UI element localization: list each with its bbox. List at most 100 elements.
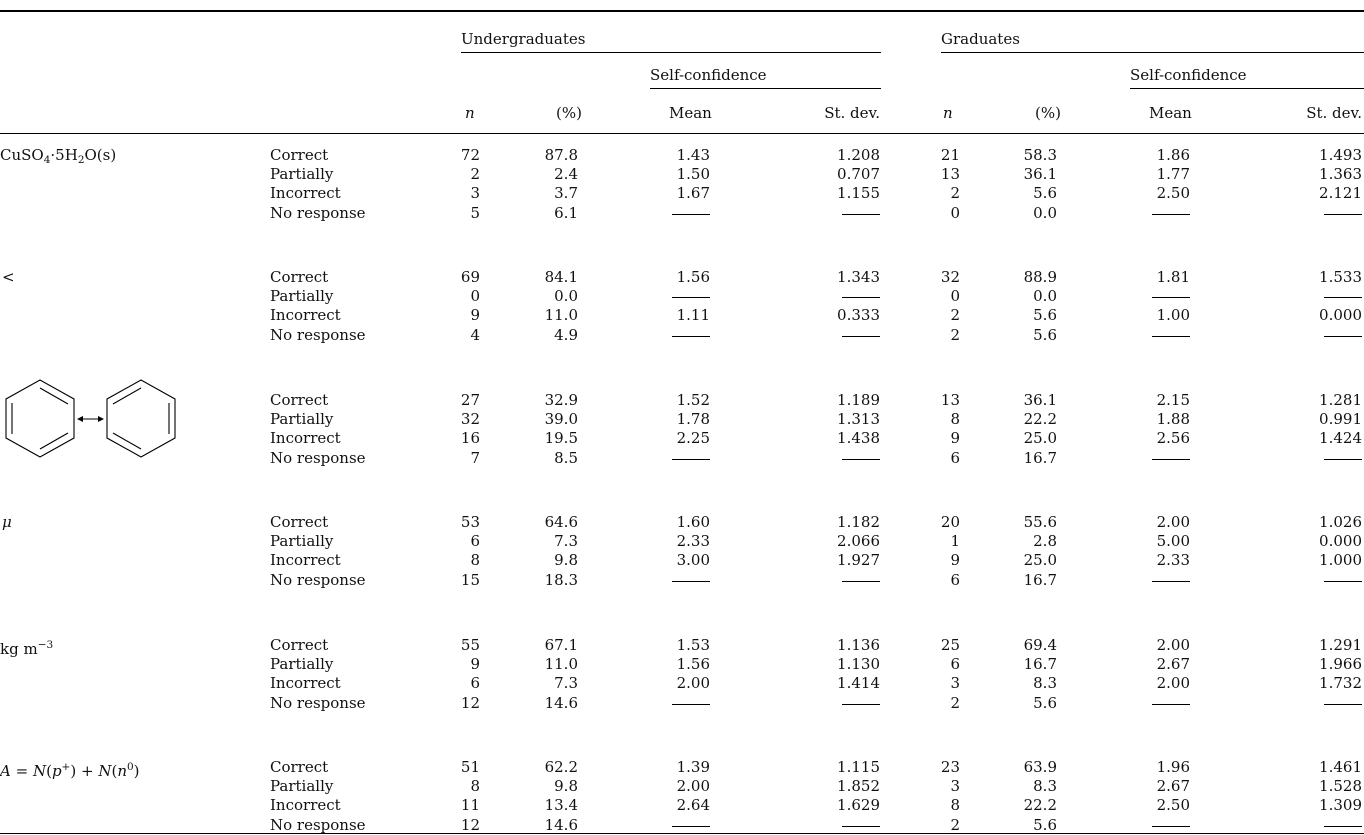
response-type-label: Incorrect <box>270 551 341 570</box>
table-cell: 0.991 <box>1319 410 1362 429</box>
empty-value-dash <box>1152 825 1190 827</box>
table-cell: 1.115 <box>837 758 880 776</box>
response-type-label: Correct <box>270 513 329 531</box>
empty-value-dash <box>1324 335 1362 337</box>
table-cell: 1.528 <box>1319 777 1362 796</box>
header-undergraduates: Undergraduates <box>461 30 586 48</box>
table-cell: 6 <box>470 532 480 551</box>
table-cell: 1.424 <box>1319 429 1362 448</box>
table-cell: 7 <box>470 448 480 467</box>
table-cell: 32 <box>460 410 480 429</box>
table-cell: 9.8 <box>554 777 578 796</box>
table-cell: 27 <box>460 391 480 409</box>
table-cell: 63.9 <box>1023 758 1057 776</box>
table-cell: 88.9 <box>1023 268 1057 286</box>
empty-value-dash <box>1152 297 1190 299</box>
table-cell: 1.86 <box>1156 146 1190 164</box>
dash-text: — <box>1152 571 1167 589</box>
table-cell: 14.6 <box>544 815 578 834</box>
table-cell: 1.67 <box>676 184 710 203</box>
table-cell: 0.000 <box>1319 532 1362 551</box>
response-type-label: Incorrect <box>270 429 341 448</box>
header-bottom-rule <box>0 133 1364 134</box>
table-cell: 11.0 <box>544 655 578 674</box>
empty-value-dash <box>672 458 710 460</box>
empty-value-dash <box>842 703 880 705</box>
dash-text: — <box>842 204 857 222</box>
dash-text: — <box>842 326 857 344</box>
table-cell: 1.189 <box>837 391 880 409</box>
table-cell: 7.3 <box>554 532 578 551</box>
empty-value-dash <box>1324 213 1362 215</box>
response-type-label: Incorrect <box>270 796 341 815</box>
table-cell: 0.707 <box>837 165 880 184</box>
dash-text: — <box>672 694 687 712</box>
table-cell: 0.0 <box>554 287 578 306</box>
table-cell: 1.56 <box>676 268 710 286</box>
row-label-kgm3: kg m−3 <box>0 636 53 658</box>
dash-text: — <box>1152 287 1167 305</box>
table-cell: 1.000 <box>1319 551 1362 570</box>
row-label-cuso4: CuSO4·5H2O(s) <box>0 146 116 169</box>
table-cell: 2 <box>950 306 960 325</box>
response-type-label: Correct <box>270 391 329 409</box>
table-cell: 8.3 <box>1033 674 1057 693</box>
table-cell: 16.7 <box>1023 448 1057 467</box>
dash-text: — <box>842 449 857 467</box>
table-cell: 8.3 <box>1033 777 1057 796</box>
table-cell: 20 <box>940 513 960 531</box>
table-cell: 0 <box>950 203 960 222</box>
empty-value-dash <box>1324 458 1362 460</box>
table-cell: 1.208 <box>837 146 880 164</box>
table-cell: 1.11 <box>676 306 710 325</box>
empty-value-dash <box>1324 580 1362 582</box>
empty-value-dash <box>672 580 710 582</box>
table-cell: 1.852 <box>837 777 880 796</box>
table-cell: 1.77 <box>1156 165 1190 184</box>
self-confidence-undergrad-underline <box>650 88 881 89</box>
empty-value-dash <box>1324 703 1362 705</box>
header-self-confidence-grad: Self-confidence <box>1130 66 1247 84</box>
table-cell: 32.9 <box>544 391 578 409</box>
response-type-label: Partially <box>270 287 334 306</box>
table-cell: 2.50 <box>1156 796 1190 815</box>
table-cell: 1.60 <box>676 513 710 531</box>
table-cell: 25 <box>940 636 960 654</box>
dash-text: — <box>672 816 687 834</box>
empty-value-dash <box>842 213 880 215</box>
dash-text: — <box>1324 326 1339 344</box>
response-type-label: Partially <box>270 410 334 429</box>
table-cell: 25.0 <box>1023 429 1057 448</box>
table-cell: 1.130 <box>837 655 880 674</box>
table-cell: 1.732 <box>1319 674 1362 693</box>
empty-value-dash <box>1324 297 1362 299</box>
kgm3-text: kg m−3 <box>0 639 54 658</box>
table-cell: 1.39 <box>676 758 710 776</box>
table-cell: 0.0 <box>1033 287 1057 306</box>
table-cell: 11.0 <box>544 306 578 325</box>
table-cell: 5.00 <box>1156 532 1190 551</box>
response-type-label: No response <box>270 570 366 589</box>
table-cell: 8 <box>470 551 480 570</box>
table-cell: 14.6 <box>544 693 578 712</box>
dash-text: — <box>1152 816 1167 834</box>
table-cell: 1.52 <box>676 391 710 409</box>
table-cell: 2.121 <box>1319 184 1362 203</box>
table-cell: 15 <box>460 570 480 589</box>
table-cell: 1.629 <box>837 796 880 815</box>
benzene-resonance-image <box>5 379 176 458</box>
empty-value-dash <box>672 825 710 827</box>
table-cell: 25.0 <box>1023 551 1057 570</box>
table-cell: 22.2 <box>1023 796 1057 815</box>
table-cell: 1.182 <box>837 513 880 531</box>
table-cell: 1.88 <box>1156 410 1190 429</box>
table-cell: 16.7 <box>1023 570 1057 589</box>
response-type-label: Correct <box>270 146 329 164</box>
table-cell: 5 <box>470 203 480 222</box>
table-cell: 2.64 <box>676 796 710 815</box>
response-type-label: No response <box>270 693 366 712</box>
table-cell: 5.6 <box>1033 306 1057 325</box>
table-cell: 11 <box>460 796 480 815</box>
empty-value-dash <box>1152 458 1190 460</box>
table-cell: 69 <box>460 268 480 286</box>
